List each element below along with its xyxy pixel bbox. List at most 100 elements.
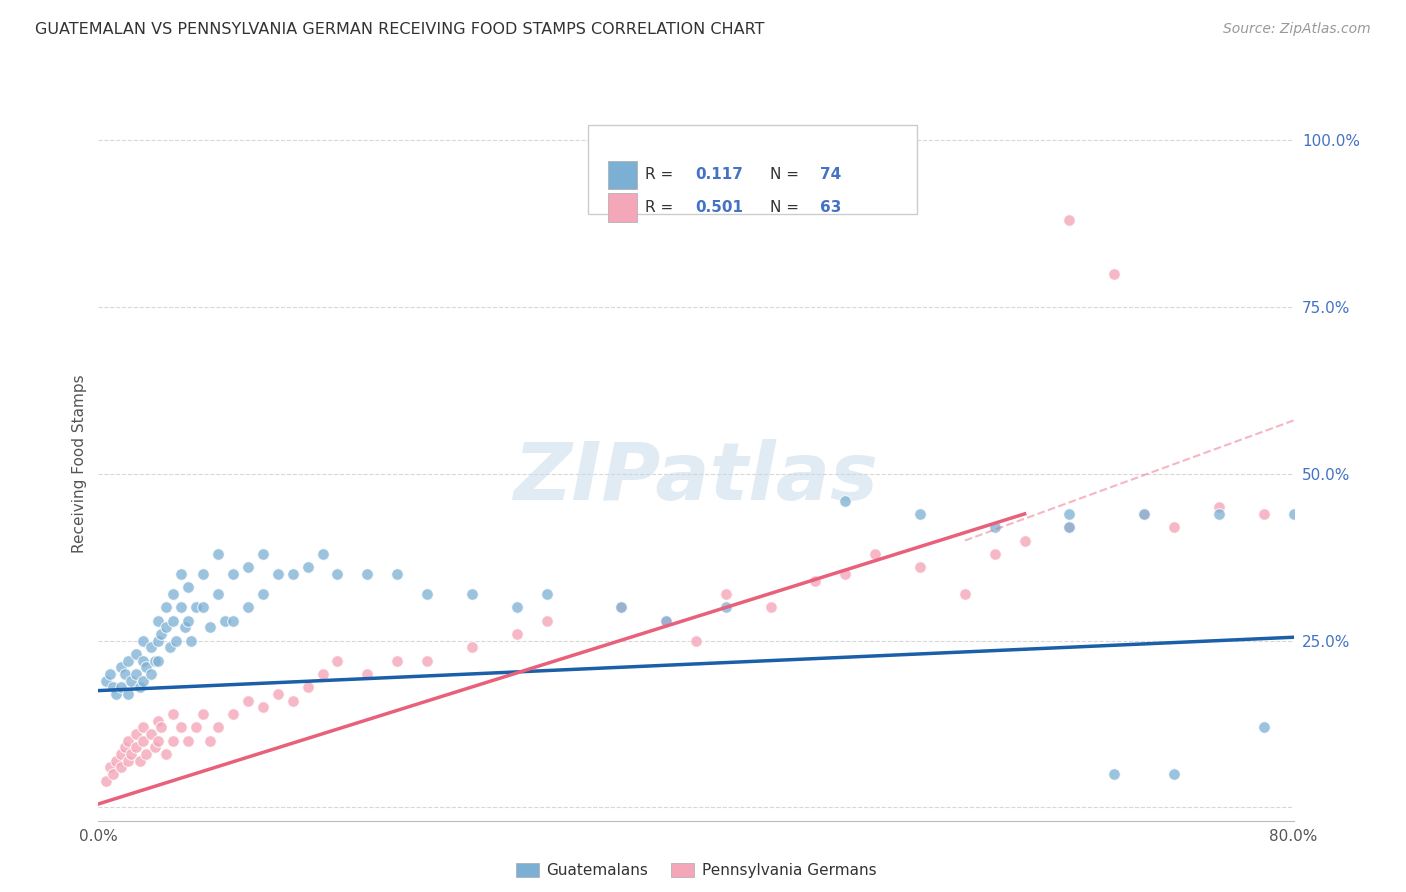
Point [117, 654, 139, 668]
Point [174, 620, 197, 634]
Point [908, 560, 931, 574]
Point [311, 547, 333, 561]
Text: GUATEMALAN VS PENNSYLVANIA GERMAN RECEIVING FOOD STAMPS CORRELATION CHART: GUATEMALAN VS PENNSYLVANIA GERMAN RECEIV… [35, 22, 765, 37]
Point [155, 620, 177, 634]
Point [714, 600, 737, 615]
Point [129, 680, 152, 694]
Point [236, 600, 259, 615]
Point [125, 667, 148, 681]
Point [100, 760, 122, 774]
Point [984, 547, 1007, 561]
Point [110, 660, 132, 674]
Point [252, 700, 274, 714]
Point [191, 706, 214, 721]
Text: ZIPatlas: ZIPatlas [513, 439, 879, 517]
Point [1253, 720, 1275, 734]
Point [148, 614, 170, 628]
Point [655, 614, 678, 628]
Point [1014, 533, 1036, 548]
Point [267, 687, 290, 701]
Point [714, 587, 737, 601]
Text: N =: N = [770, 168, 804, 182]
Y-axis label: Receiving Food Stamps: Receiving Food Stamps [72, 375, 87, 553]
Point [180, 633, 202, 648]
Point [222, 614, 245, 628]
Point [1163, 520, 1185, 534]
Point [356, 667, 378, 681]
Point [506, 600, 529, 615]
Point [150, 627, 173, 641]
Point [105, 687, 128, 701]
Point [236, 693, 259, 707]
Point [536, 614, 558, 628]
Point [120, 673, 142, 688]
Point [834, 566, 856, 581]
Point [162, 614, 184, 628]
Legend: Guatemalans, Pennsylvania Germans: Guatemalans, Pennsylvania Germans [509, 857, 883, 884]
Point [184, 720, 207, 734]
Point [610, 600, 633, 615]
Point [1059, 507, 1081, 521]
Point [1282, 507, 1305, 521]
Point [110, 760, 132, 774]
Point [207, 587, 229, 601]
Point [326, 566, 349, 581]
Point [150, 720, 173, 734]
Point [110, 680, 132, 694]
Point [94, 673, 117, 688]
Point [129, 754, 152, 768]
Point [506, 627, 529, 641]
Point [1133, 507, 1156, 521]
Text: 74: 74 [820, 168, 842, 182]
Point [169, 600, 191, 615]
Point [117, 754, 139, 768]
Point [117, 733, 139, 747]
Point [236, 560, 259, 574]
Text: 0.117: 0.117 [695, 168, 742, 182]
Point [103, 767, 125, 781]
Point [207, 547, 229, 561]
Point [143, 740, 166, 755]
Point [865, 547, 887, 561]
Point [356, 566, 378, 581]
Point [125, 727, 148, 741]
Point [139, 667, 162, 681]
Point [1059, 213, 1081, 227]
Point [416, 587, 439, 601]
Point [685, 633, 707, 648]
Text: R =: R = [644, 168, 678, 182]
Point [135, 747, 157, 761]
Point [655, 614, 678, 628]
Point [416, 654, 439, 668]
Point [162, 706, 184, 721]
Point [114, 740, 136, 755]
Text: Source: ZipAtlas.com: Source: ZipAtlas.com [1223, 22, 1371, 37]
Point [105, 754, 128, 768]
Point [132, 633, 155, 648]
Point [984, 520, 1007, 534]
Point [110, 747, 132, 761]
Point [148, 654, 170, 668]
Point [1208, 507, 1230, 521]
Point [252, 587, 274, 601]
Point [1253, 507, 1275, 521]
Point [94, 773, 117, 788]
Point [155, 747, 177, 761]
Point [759, 600, 782, 615]
Point [1104, 767, 1126, 781]
Point [169, 720, 191, 734]
Point [191, 600, 214, 615]
Point [132, 733, 155, 747]
Point [162, 587, 184, 601]
Point [1163, 767, 1185, 781]
Point [222, 706, 245, 721]
Point [222, 566, 245, 581]
Point [165, 633, 187, 648]
Point [200, 620, 222, 634]
Point [385, 654, 409, 668]
Text: N =: N = [770, 200, 804, 215]
Point [461, 640, 484, 655]
Point [385, 566, 409, 581]
Point [184, 600, 207, 615]
Point [177, 733, 200, 747]
